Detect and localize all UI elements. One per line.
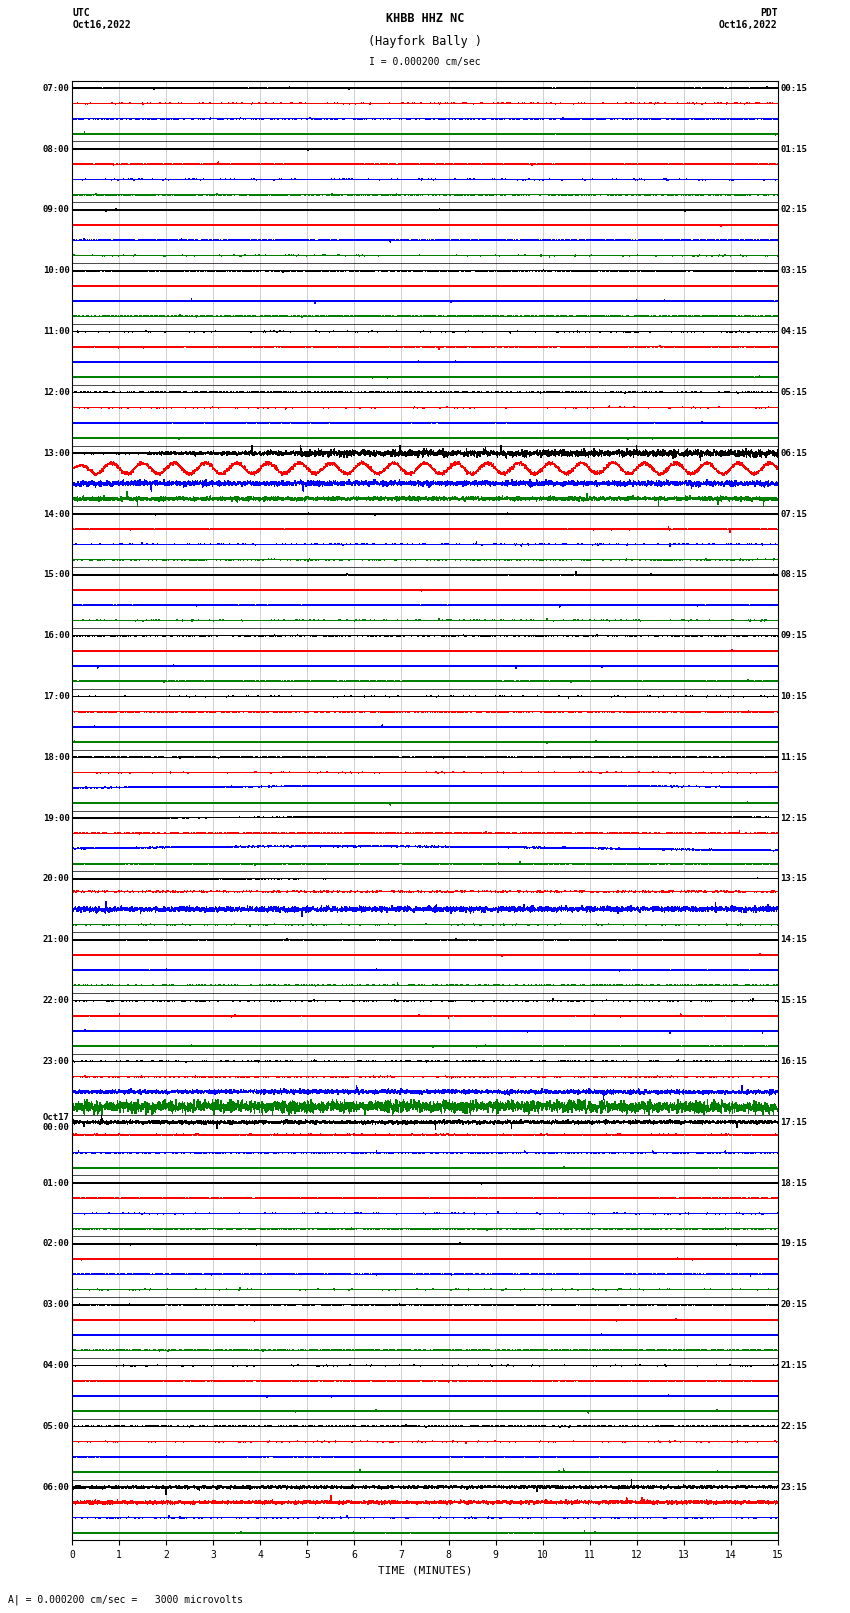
- Text: 08:15: 08:15: [780, 571, 808, 579]
- Text: 17:15: 17:15: [780, 1118, 808, 1127]
- Text: 23:15: 23:15: [780, 1482, 808, 1492]
- Text: 10:15: 10:15: [780, 692, 808, 702]
- Text: UTC
Oct16,2022: UTC Oct16,2022: [72, 8, 131, 29]
- Text: 20:15: 20:15: [780, 1300, 808, 1310]
- Text: A| = 0.000200 cm/sec =   3000 microvolts: A| = 0.000200 cm/sec = 3000 microvolts: [8, 1594, 243, 1605]
- Text: 14:15: 14:15: [780, 936, 808, 944]
- Text: 15:00: 15:00: [42, 571, 70, 579]
- Text: 12:15: 12:15: [780, 813, 808, 823]
- Text: 00:15: 00:15: [780, 84, 808, 94]
- Text: PDT
Oct16,2022: PDT Oct16,2022: [719, 8, 778, 29]
- Text: 16:15: 16:15: [780, 1057, 808, 1066]
- Text: Oct17
00:00: Oct17 00:00: [42, 1113, 70, 1132]
- Text: 21:15: 21:15: [780, 1361, 808, 1369]
- Text: 13:15: 13:15: [780, 874, 808, 884]
- Text: 12:00: 12:00: [42, 387, 70, 397]
- Text: I = 0.000200 cm/sec: I = 0.000200 cm/sec: [369, 58, 481, 68]
- Text: 19:00: 19:00: [42, 813, 70, 823]
- Text: 18:15: 18:15: [780, 1179, 808, 1187]
- Text: 18:00: 18:00: [42, 753, 70, 761]
- Text: (Hayfork Bally ): (Hayfork Bally ): [368, 35, 482, 48]
- Text: 20:00: 20:00: [42, 874, 70, 884]
- Text: 11:00: 11:00: [42, 327, 70, 336]
- Text: 02:15: 02:15: [780, 205, 808, 215]
- Text: 13:00: 13:00: [42, 448, 70, 458]
- Text: 17:00: 17:00: [42, 692, 70, 702]
- Text: 04:15: 04:15: [780, 327, 808, 336]
- Text: 16:00: 16:00: [42, 631, 70, 640]
- Text: 11:15: 11:15: [780, 753, 808, 761]
- Text: 03:15: 03:15: [780, 266, 808, 276]
- Text: 14:00: 14:00: [42, 510, 70, 518]
- Text: 19:15: 19:15: [780, 1239, 808, 1248]
- Text: 08:00: 08:00: [42, 145, 70, 153]
- Text: 23:00: 23:00: [42, 1057, 70, 1066]
- Text: 22:15: 22:15: [780, 1423, 808, 1431]
- Text: 10:00: 10:00: [42, 266, 70, 276]
- Text: 01:00: 01:00: [42, 1179, 70, 1187]
- Text: 09:15: 09:15: [780, 631, 808, 640]
- Text: 22:00: 22:00: [42, 997, 70, 1005]
- Text: 15:15: 15:15: [780, 997, 808, 1005]
- Text: 07:15: 07:15: [780, 510, 808, 518]
- Text: 02:00: 02:00: [42, 1239, 70, 1248]
- Text: 05:15: 05:15: [780, 387, 808, 397]
- Text: 03:00: 03:00: [42, 1300, 70, 1310]
- Text: 07:00: 07:00: [42, 84, 70, 94]
- Text: 04:00: 04:00: [42, 1361, 70, 1369]
- Text: KHBB HHZ NC: KHBB HHZ NC: [386, 11, 464, 26]
- Text: 06:15: 06:15: [780, 448, 808, 458]
- Text: 21:00: 21:00: [42, 936, 70, 944]
- Text: 09:00: 09:00: [42, 205, 70, 215]
- Text: 06:00: 06:00: [42, 1482, 70, 1492]
- Text: 05:00: 05:00: [42, 1423, 70, 1431]
- X-axis label: TIME (MINUTES): TIME (MINUTES): [377, 1566, 473, 1576]
- Text: 01:15: 01:15: [780, 145, 808, 153]
